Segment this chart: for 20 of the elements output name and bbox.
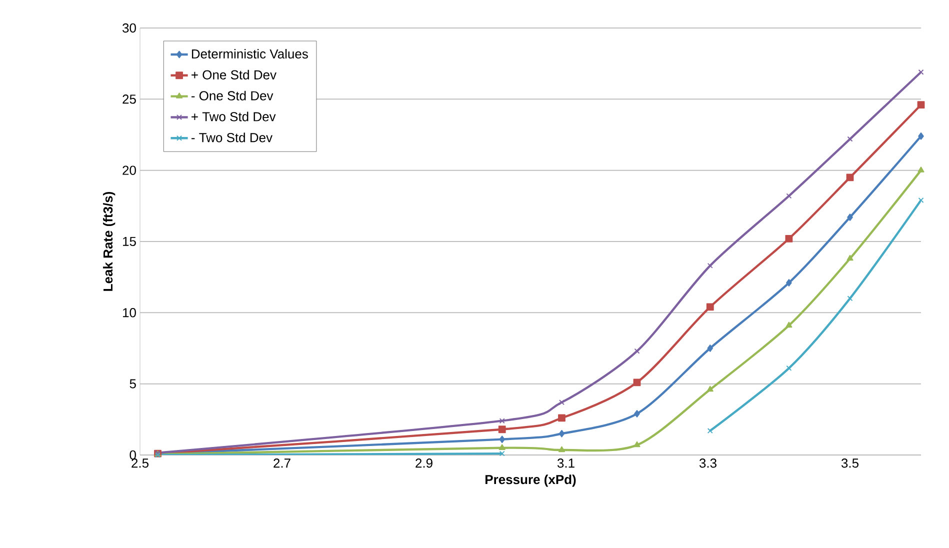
x-tick-label: 3.5: [841, 458, 858, 468]
x-tick-label: 2.9: [416, 458, 432, 468]
y-tick-label: 25: [122, 94, 136, 104]
x-tick-label: 2.5: [132, 458, 148, 468]
y-tick-label: 20: [122, 166, 136, 175]
y-tick-label: 30: [122, 23, 136, 33]
x-tick-label: 2.7: [274, 458, 290, 468]
legend-label: - One Std Dev: [191, 90, 274, 100]
legend-label: + Two Std Dev: [192, 112, 276, 122]
x-tick-label: 3.3: [699, 458, 716, 468]
x-tick-label: 3.1: [557, 458, 574, 468]
legend-label: - Two Std Dev: [191, 132, 272, 142]
x-axis-title: Pressure (xPd): [485, 474, 576, 487]
legend-label: Deterministic Values: [192, 48, 308, 59]
y-tick-label: 10: [123, 308, 136, 318]
legend-label: + One Std Dev: [192, 70, 276, 80]
y-tick-label: 5: [130, 379, 136, 388]
y-tick-label: 15: [123, 236, 136, 246]
y-tick-label: 0: [130, 450, 136, 460]
y-axis-title: Leak Rate (ft3/s): [103, 192, 116, 291]
